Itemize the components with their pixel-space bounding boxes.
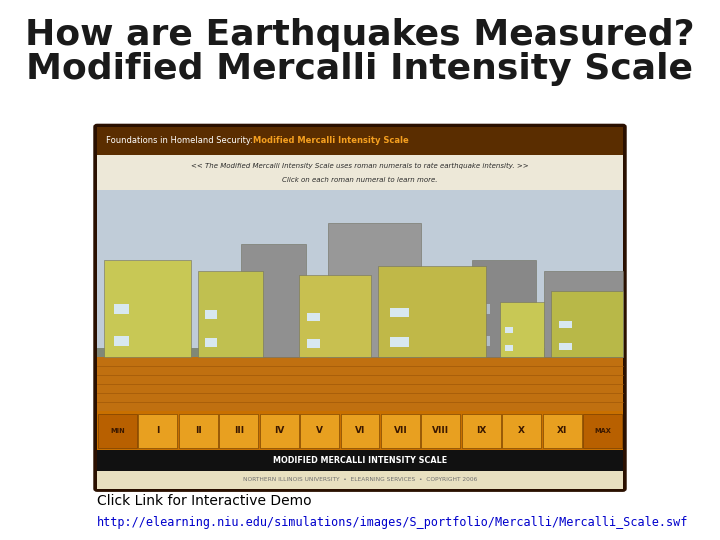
Text: X: X bbox=[518, 427, 525, 435]
Bar bbox=[503, 414, 541, 448]
Bar bbox=[500, 302, 544, 357]
Bar bbox=[328, 224, 421, 357]
Text: IV: IV bbox=[274, 427, 284, 435]
Bar bbox=[97, 450, 623, 471]
Bar bbox=[341, 414, 379, 448]
Text: Click Link for Interactive Demo: Click Link for Interactive Demo bbox=[97, 494, 312, 508]
Bar bbox=[552, 339, 567, 347]
Text: IX: IX bbox=[476, 427, 487, 435]
Text: http://elearning.niu.edu/simulations/images/S_portfolio/Mercalli/Mercalli_Scale.: http://elearning.niu.edu/simulations/ima… bbox=[97, 516, 688, 529]
Bar bbox=[97, 348, 623, 357]
Text: II: II bbox=[195, 427, 202, 435]
Bar bbox=[338, 328, 354, 341]
Bar bbox=[307, 313, 320, 321]
Bar bbox=[462, 414, 501, 448]
Bar bbox=[552, 310, 567, 319]
Bar bbox=[381, 414, 420, 448]
Bar bbox=[97, 127, 623, 155]
Bar bbox=[390, 338, 409, 347]
Bar bbox=[241, 244, 306, 357]
Bar bbox=[421, 414, 460, 448]
Bar bbox=[479, 304, 490, 314]
Text: III: III bbox=[234, 427, 244, 435]
Bar bbox=[559, 321, 572, 328]
Text: Click on each roman numeral to learn more.: Click on each roman numeral to learn mor… bbox=[282, 177, 438, 183]
Bar bbox=[219, 414, 258, 448]
Text: VIII: VIII bbox=[432, 427, 449, 435]
Text: MIN: MIN bbox=[110, 428, 125, 434]
Text: NORTHERN ILLINOIS UNIVERSITY  •  ELEARNING SERVICES  •  COPYRIGHT 2006: NORTHERN ILLINOIS UNIVERSITY • ELEARNING… bbox=[243, 477, 477, 482]
Bar bbox=[544, 271, 623, 357]
Bar bbox=[378, 266, 486, 357]
Bar bbox=[248, 295, 260, 307]
Text: MODIFIED MERCALLI INTENSITY SCALE: MODIFIED MERCALLI INTENSITY SCALE bbox=[273, 456, 447, 465]
Bar bbox=[472, 260, 536, 357]
Bar bbox=[543, 414, 582, 448]
Bar bbox=[479, 336, 490, 346]
Bar bbox=[390, 308, 409, 317]
Bar bbox=[114, 336, 130, 346]
Bar bbox=[97, 471, 623, 489]
Bar bbox=[299, 275, 371, 357]
Bar bbox=[97, 155, 623, 190]
Bar bbox=[338, 285, 354, 298]
Bar bbox=[98, 414, 137, 448]
Text: Modified Mercalli Intensity Scale: Modified Mercalli Intensity Scale bbox=[27, 52, 693, 85]
Bar bbox=[114, 304, 130, 314]
Bar bbox=[205, 339, 217, 347]
Text: VII: VII bbox=[394, 427, 408, 435]
Bar bbox=[138, 414, 177, 448]
Bar bbox=[505, 346, 513, 351]
Bar bbox=[307, 340, 320, 348]
Text: How are Earthquakes Measured?: How are Earthquakes Measured? bbox=[25, 18, 695, 52]
Bar bbox=[260, 414, 299, 448]
Bar bbox=[97, 357, 623, 411]
Text: Modified Mercalli Intensity Scale: Modified Mercalli Intensity Scale bbox=[253, 137, 409, 145]
Text: VI: VI bbox=[355, 427, 365, 435]
Text: XI: XI bbox=[557, 427, 567, 435]
Bar bbox=[248, 333, 260, 344]
Text: << The Modified Mercalli Intensity Scale uses roman numerals to rate earthquake : << The Modified Mercalli Intensity Scale… bbox=[192, 163, 528, 169]
Bar bbox=[97, 155, 623, 348]
Text: V: V bbox=[316, 427, 323, 435]
Text: Foundations in Homeland Security:: Foundations in Homeland Security: bbox=[106, 137, 256, 145]
Bar bbox=[300, 414, 339, 448]
Text: I: I bbox=[156, 427, 160, 435]
Bar bbox=[551, 291, 623, 357]
Bar bbox=[104, 260, 191, 357]
Bar bbox=[179, 414, 217, 448]
Bar bbox=[97, 411, 623, 450]
Text: MAX: MAX bbox=[594, 428, 611, 434]
Bar bbox=[583, 414, 622, 448]
Bar bbox=[198, 271, 263, 357]
Bar bbox=[559, 343, 572, 349]
Bar bbox=[505, 327, 513, 333]
Bar bbox=[205, 310, 217, 319]
FancyBboxPatch shape bbox=[94, 125, 626, 491]
